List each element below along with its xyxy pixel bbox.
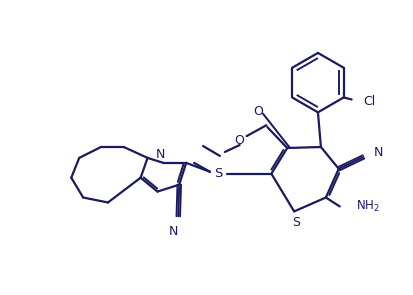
Text: S: S [214,167,222,180]
Text: S: S [292,216,300,229]
Text: NH$_2$: NH$_2$ [356,199,380,214]
Text: N: N [156,148,165,161]
Text: N: N [373,146,383,160]
Text: N: N [169,225,178,238]
Text: O: O [235,134,244,147]
Text: O: O [254,105,263,118]
Text: Cl: Cl [363,95,376,108]
